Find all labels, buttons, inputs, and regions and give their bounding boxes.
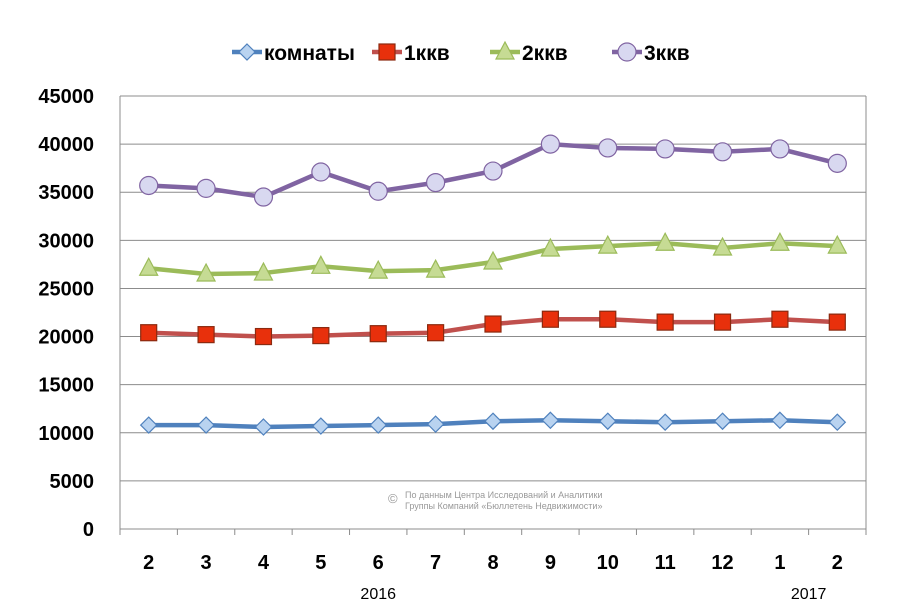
watermark: © По данным Центра Исследований и Аналит… (388, 490, 603, 511)
data-point-triangle (483, 250, 503, 270)
legend: комнаты 1ккв 2ккв 3ккв (232, 40, 690, 65)
data-point-circle (368, 181, 388, 201)
y-tick-labels: 0 5000 10000 15000 20000 25000 30000 35000 40000… (38, 86, 94, 541)
series-2ккв (138, 231, 848, 282)
y-tick-label: 0 (83, 519, 94, 541)
series-комнаты (139, 411, 847, 436)
data-point-square (369, 325, 387, 343)
y-tick-label: 15000 (38, 375, 94, 397)
data-point-diamond (139, 416, 158, 434)
legend-label: 3ккв (644, 42, 690, 65)
data-point-triangle (540, 237, 561, 257)
data-point-square (254, 327, 273, 346)
data-point-square (771, 310, 789, 328)
data-point-square (484, 315, 502, 333)
data-point-triangle (138, 256, 159, 276)
x-tick-label: 2 (143, 552, 154, 574)
data-point-triangle (196, 262, 217, 282)
legend-label: 1ккв (404, 42, 450, 65)
data-point-circle (196, 178, 216, 198)
data-point-square (312, 326, 330, 345)
data-point-square (828, 313, 846, 331)
data-point-diamond (426, 415, 445, 433)
data-point-diamond (369, 416, 388, 434)
x-tick-label: 3 (201, 552, 212, 574)
y-tick-label: 30000 (38, 230, 94, 252)
x-tick-label: 6 (373, 552, 384, 574)
data-point-triangle (712, 236, 733, 256)
x-tick-label: 1 (774, 552, 785, 574)
x-tick-label: 11 (655, 552, 676, 574)
data-point-diamond (197, 416, 215, 434)
data-point-triangle (368, 259, 389, 279)
data-point-diamond (771, 411, 789, 430)
data-point-square (656, 313, 674, 331)
data-point-diamond (828, 413, 847, 432)
data-point-square (599, 310, 617, 328)
y-tick-label: 5000 (50, 471, 95, 493)
data-point-triangle (495, 40, 515, 60)
data-point-triangle (253, 261, 274, 281)
x-tick-label: 5 (315, 552, 326, 574)
data-point-circle (311, 162, 331, 182)
data-point-square (197, 326, 215, 344)
data-point-diamond (656, 413, 675, 432)
legend-label: 2ккв (522, 42, 568, 65)
y-tick-label: 25000 (38, 278, 94, 300)
series-1ккв (140, 310, 846, 346)
axes (119, 96, 867, 535)
data-point-square (713, 313, 732, 331)
y-tick-label: 45000 (38, 86, 94, 108)
watermark-line-1: По данным Центра Исследований и Аналитик… (405, 490, 603, 500)
x-tick-label: 10 (597, 552, 619, 574)
data-point-circle (483, 161, 503, 181)
y-tick-label: 20000 (38, 327, 94, 349)
data-point-diamond (254, 418, 273, 436)
x-tick-label: 7 (430, 552, 441, 574)
data-point-diamond (713, 412, 732, 431)
data-point-triangle (597, 234, 618, 254)
x-tick-label: 8 (487, 552, 498, 574)
data-point-circle (712, 142, 733, 162)
data-point-circle (426, 173, 446, 193)
x-tick-label: 12 (711, 552, 733, 574)
data-point-circle (253, 187, 274, 207)
y-tick-label: 40000 (38, 134, 94, 156)
data-point-diamond (598, 412, 617, 431)
series-3ккв (139, 134, 847, 207)
data-point-circle (598, 138, 618, 158)
data-point-triangle (827, 234, 848, 254)
series-group (138, 134, 848, 436)
data-point-square (541, 310, 559, 328)
year-label: 2016 (360, 586, 396, 603)
data-point-circle (139, 175, 159, 196)
legend-label: комнаты (264, 42, 355, 65)
data-point-diamond (238, 43, 256, 61)
data-point-circle (770, 139, 790, 159)
year-label: 2017 (791, 586, 827, 603)
data-point-triangle (425, 258, 446, 278)
data-point-circle (617, 42, 637, 62)
y-tick-label: 35000 (38, 182, 94, 204)
data-point-triangle (310, 255, 331, 274)
y-tick-label: 10000 (38, 423, 94, 445)
data-point-diamond (484, 412, 502, 431)
x-tick-label: 4 (258, 552, 270, 574)
data-point-triangle (655, 231, 676, 251)
watermark-line-2: Группы Компаний «Бюллетень Недвижимости» (405, 501, 602, 511)
copyright-symbol: © (388, 491, 398, 506)
data-point-square (378, 43, 396, 61)
data-point-triangle (769, 231, 790, 251)
data-point-diamond (311, 417, 330, 435)
data-point-square (140, 324, 158, 342)
data-point-circle (827, 153, 847, 173)
data-point-circle (540, 134, 560, 154)
data-point-circle (655, 139, 675, 159)
data-point-square (427, 324, 445, 342)
x-tick-label: 2 (832, 552, 843, 574)
x-tick-label: 9 (545, 552, 556, 574)
data-point-diamond (541, 411, 560, 430)
